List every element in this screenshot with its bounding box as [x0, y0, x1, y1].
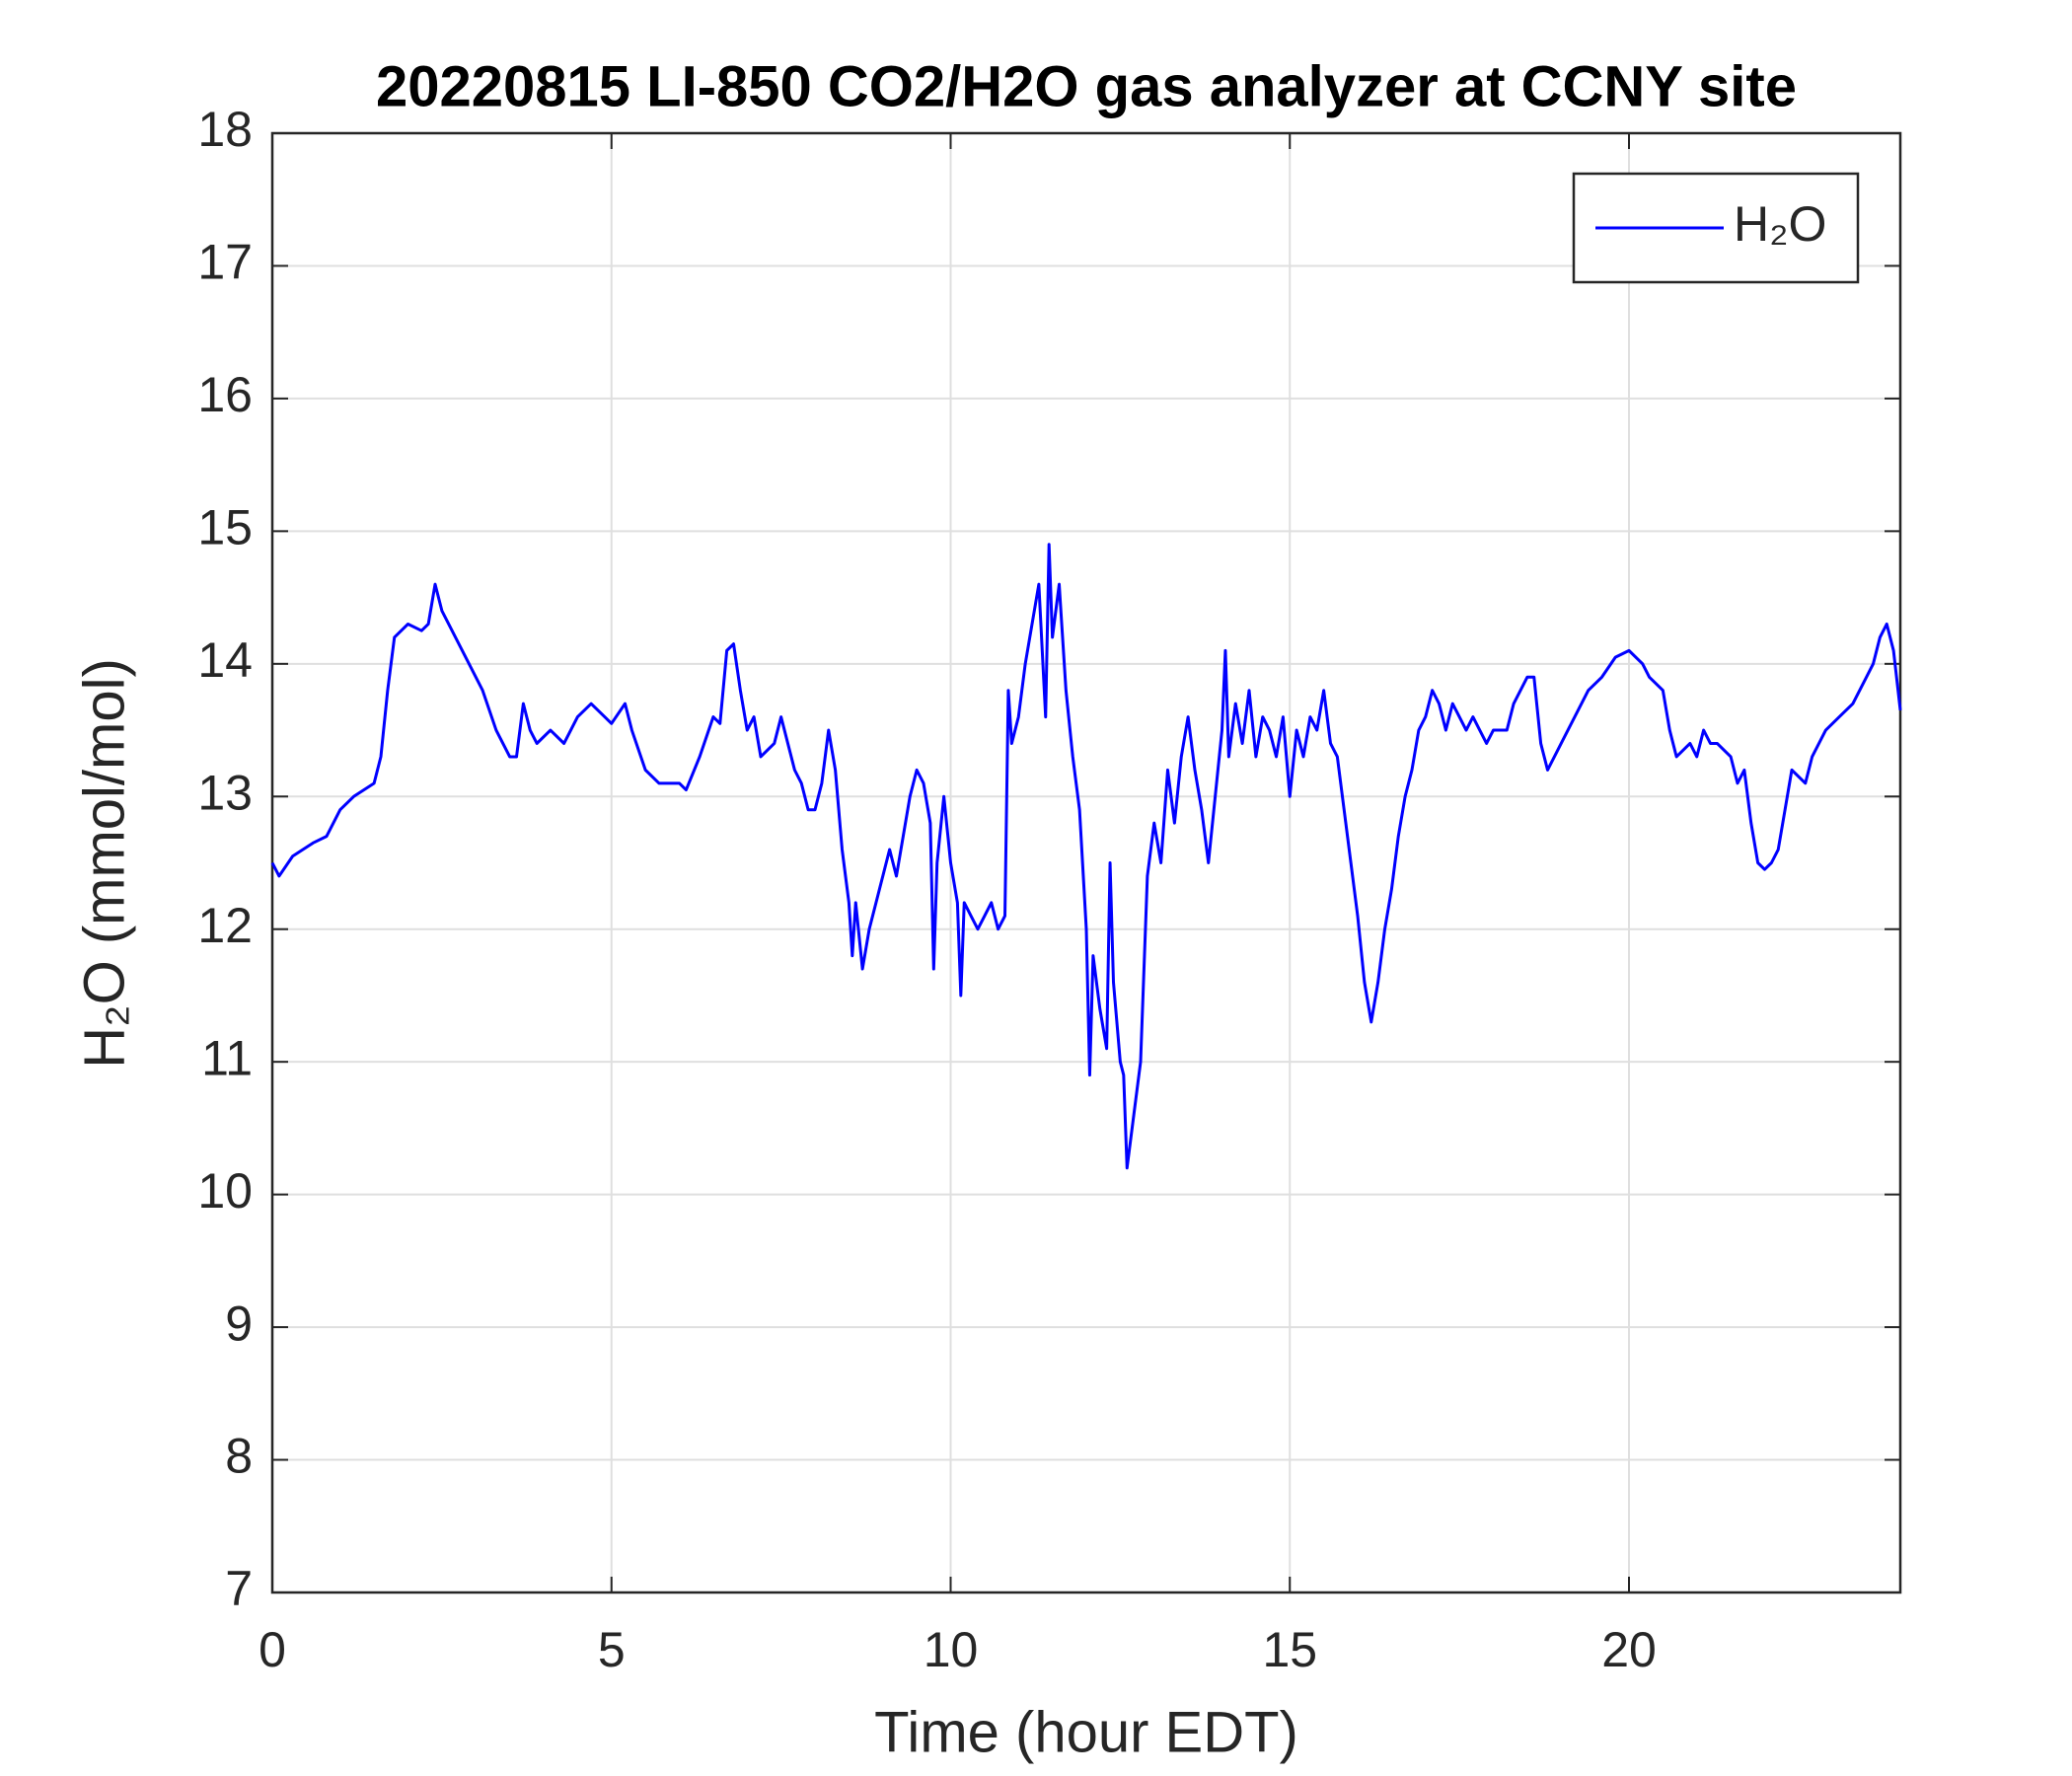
legend-label: H₂O	[1734, 196, 1826, 252]
x-tick-label: 5	[598, 1622, 626, 1677]
y-tick-label: 15	[197, 500, 253, 555]
y-tick-label: 18	[197, 102, 253, 157]
y-tick-label: 13	[197, 765, 253, 820]
y-tick-label: 10	[197, 1163, 253, 1219]
y-tick-label: 12	[197, 898, 253, 953]
x-tick-label: 20	[1601, 1622, 1657, 1677]
x-tick-label: 0	[259, 1622, 286, 1677]
y-tick-label: 8	[225, 1429, 253, 1484]
y-tick-label: 17	[197, 235, 253, 290]
y-tick-label: 16	[197, 367, 253, 422]
y-tick-label: 11	[201, 1030, 253, 1085]
y-tick-label: 9	[225, 1295, 253, 1351]
data-line	[270, 543, 1902, 1170]
x-axis-label: Time (hour EDT)	[874, 1700, 1298, 1764]
y-tick-label: 14	[197, 632, 253, 688]
x-tick-label: 15	[1262, 1622, 1317, 1677]
x-tick-label: 10	[924, 1622, 979, 1677]
y-tick-label: 7	[225, 1561, 253, 1616]
chart-title: 20220815 LI-850 CO2/H2O gas analyzer at …	[376, 54, 1797, 118]
y-axis-label: H₂O (mmol/mol)	[72, 658, 136, 1069]
